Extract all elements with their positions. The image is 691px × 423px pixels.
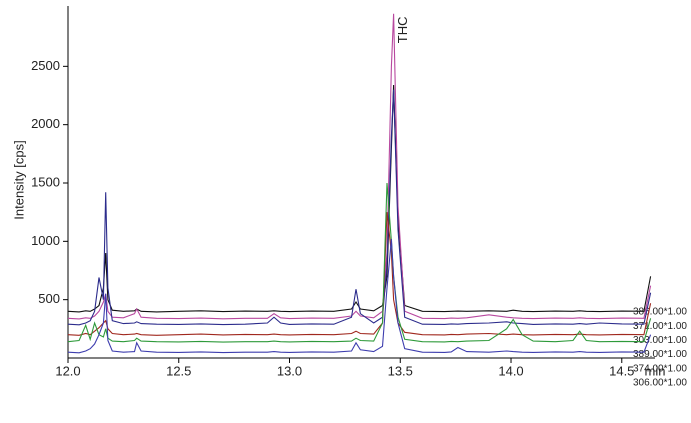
x-tick-label: 14.5 — [609, 363, 634, 378]
y-tick-label: 2000 — [31, 116, 60, 131]
series-line — [67, 182, 652, 343]
y-tick-label: 1000 — [31, 233, 60, 248]
legend-label: 306.00*1.00 — [633, 378, 687, 389]
x-unit-label: min — [645, 363, 666, 378]
legend-label: 303.00*1.00 — [633, 335, 687, 346]
peak-annotation: THC — [395, 16, 410, 43]
y-tick-label: 2500 — [31, 58, 60, 73]
y-tick-label: 500 — [38, 291, 60, 306]
x-tick-label: 13.0 — [277, 363, 302, 378]
x-tick-label: 13.5 — [388, 363, 413, 378]
legend-label: 389.00*1.00 — [633, 349, 687, 360]
series-line — [67, 13, 652, 320]
x-tick-label: 12.0 — [55, 363, 80, 378]
x-tick-label: 12.5 — [166, 363, 191, 378]
legend-label: 371.00*1.00 — [633, 321, 687, 332]
legend-label: 386.00*1.00 — [633, 307, 687, 318]
series-line — [67, 238, 652, 354]
series-line — [67, 89, 652, 326]
series-line — [67, 212, 652, 336]
y-axis-label: Intensity [cps] — [11, 140, 26, 219]
series-line — [67, 84, 652, 313]
y-tick-label: 1500 — [31, 174, 60, 189]
x-tick-label: 14.0 — [498, 363, 523, 378]
legend-label: 374.00*1.00 — [633, 363, 687, 374]
